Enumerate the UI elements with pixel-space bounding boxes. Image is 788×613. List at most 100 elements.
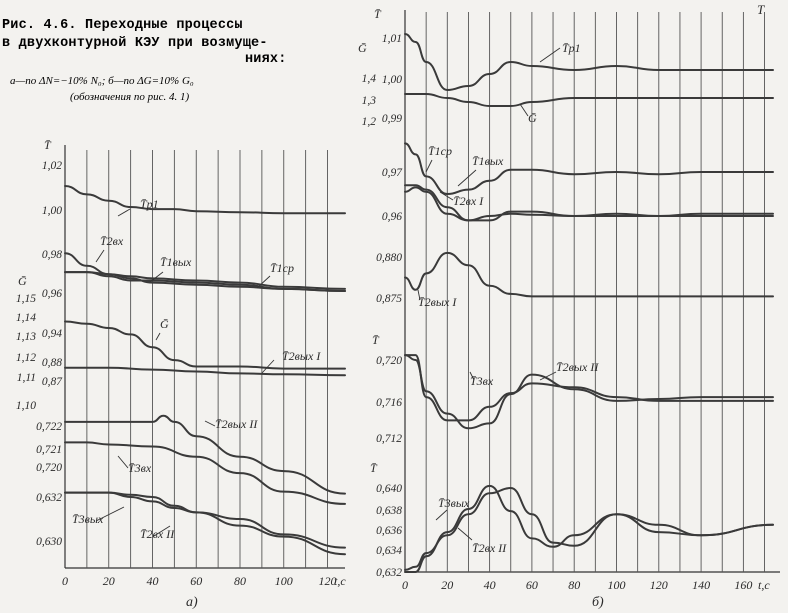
panel-b-y-tick: 0,712 bbox=[376, 433, 402, 445]
panel-a-leader bbox=[261, 359, 275, 374]
panel-a-leader bbox=[153, 525, 171, 537]
panel-a-label-t-2вых-ii: T̄2вых II bbox=[215, 417, 258, 431]
panel-a-x-tick: 60 bbox=[190, 574, 202, 588]
panel-a-leader bbox=[95, 249, 105, 263]
panel-b-g-tick: 1,4 bbox=[362, 73, 377, 85]
panel-b-g-tick: 1,3 bbox=[362, 95, 377, 107]
panel-b-leader bbox=[457, 527, 473, 541]
panel-b-x-tick: 80 bbox=[568, 578, 580, 592]
panel-b-leader bbox=[539, 371, 557, 381]
panel-b-label--: Ḡ bbox=[528, 111, 537, 125]
panel-b-leader bbox=[457, 169, 477, 187]
panel-b-y-tick: 0,640 bbox=[376, 483, 402, 495]
panel-a-g-tick: 1,14 bbox=[16, 312, 36, 324]
panel-a-y-tick: 1,00 bbox=[42, 205, 62, 217]
panel-b-x-tick: 40 bbox=[484, 578, 496, 592]
panel-b-x-tick: 60 bbox=[526, 578, 538, 592]
panel-b-label-t-1ср: T̄1ср bbox=[428, 144, 452, 158]
panel-a-label: а) bbox=[186, 595, 198, 610]
panel-b-leader bbox=[439, 191, 454, 201]
panel-b-y-tick: 0,638 bbox=[376, 505, 402, 517]
panel-a-series-t-3вх bbox=[64, 441, 346, 505]
panel-b-x-tick: 120 bbox=[650, 578, 668, 592]
panel-a-y-tick: 0,632 bbox=[36, 492, 62, 504]
panel-a-series-t-2вх-ii bbox=[64, 491, 346, 556]
panel-b-chart: 0 20 40 60 80 100 120 140 160 1,01 1,00 0,99 1,4 1,3 1… bbox=[358, 7, 780, 610]
panel-b-series-t-2вых-i bbox=[404, 251, 774, 298]
panel-b-y-tick: 0,875 bbox=[376, 293, 402, 305]
panel-a-x-tick: 120 bbox=[319, 574, 337, 588]
panel-b-leader bbox=[435, 509, 448, 521]
panel-b-leader bbox=[417, 289, 421, 301]
panel-a-leader bbox=[256, 275, 271, 289]
panel-b-label-t-р1: T̄р1 bbox=[562, 41, 581, 55]
panel-b-series-t-3вх bbox=[404, 354, 774, 422]
panel-b-series-t-2вых-ii bbox=[404, 354, 774, 430]
panel-b-series-t-2вх-i bbox=[404, 186, 774, 222]
panel-a-label-t-2вх: T̄2вх bbox=[100, 234, 124, 248]
panel-a-y-tick: 0,98 bbox=[42, 249, 62, 261]
panel-a-series-t-1ср bbox=[64, 271, 346, 290]
caption-line-2: в двухконтурной КЭУ при возмуще- bbox=[2, 36, 268, 51]
panel-b-label-t-2вых-i: T̄2вых I bbox=[418, 295, 457, 309]
panel-b-series-- bbox=[404, 93, 774, 107]
panel-a-xlabel: t,c bbox=[334, 574, 346, 588]
panel-b-series-t-р1 bbox=[404, 33, 774, 91]
panel-b-label-t-2вх-i: T̄2вх I bbox=[453, 194, 484, 208]
panel-a-series-t-2вых-ii bbox=[64, 414, 346, 495]
panel-b-x-tick: 140 bbox=[692, 578, 710, 592]
panel-a-series-t-р1 bbox=[64, 185, 346, 215]
panel-a-leader bbox=[117, 455, 129, 469]
panel-a-series-- bbox=[64, 320, 346, 370]
panel-a-x-tick: 20 bbox=[103, 574, 115, 588]
panel-a-g-tick: 1,15 bbox=[16, 293, 36, 305]
panel-a-g-tick: 1,12 bbox=[16, 352, 36, 364]
panel-b-label-t-3вых: T̄3вых bbox=[438, 496, 470, 510]
panel-b-y-tick: 0,97 bbox=[382, 167, 403, 179]
panel-b-x-tick: 20 bbox=[441, 578, 453, 592]
panel-b-leader bbox=[425, 159, 433, 173]
panel-a-g-tick: 1,13 bbox=[16, 331, 36, 343]
panel-a-y-tick: 0,722 bbox=[36, 421, 62, 433]
panel-b-x-tick: 160 bbox=[734, 578, 752, 592]
panel-a-label-t-1ср: T̄1ср bbox=[270, 261, 294, 275]
panel-b-leader bbox=[469, 371, 475, 381]
panel-a-g-tick: 1,10 bbox=[16, 400, 36, 412]
panel-a-x-tick: 80 bbox=[234, 574, 246, 588]
panel-a-leader bbox=[155, 332, 161, 341]
panel-a-label-t-3вых: T̄3вых bbox=[72, 512, 104, 526]
panel-a-label-t-р1: T̄р1 bbox=[140, 197, 159, 211]
panel-b-g-tick: 1,2 bbox=[362, 116, 377, 128]
panel-b-label-t-3вх: T̄3вх bbox=[470, 374, 494, 388]
panel-b-y-tick: 0,716 bbox=[376, 397, 402, 409]
panel-b-y-tick: 1,00 bbox=[382, 74, 402, 86]
panel-b-series-t-2вх-ii bbox=[404, 487, 774, 571]
panel-a-y-tick: 0,94 bbox=[42, 328, 62, 340]
panel-a-label--: Ḡ bbox=[160, 317, 169, 331]
panel-a-label-t-2вых-i: T̄2вых I bbox=[282, 349, 321, 363]
panel-a-leader bbox=[204, 420, 216, 427]
panel-a-label-t-3вх: T̄3вх bbox=[128, 461, 152, 475]
panel-a-series-t-2вых-i bbox=[64, 366, 346, 377]
panel-b-label-t-2вх-ii: T̄2вх II bbox=[472, 541, 507, 555]
panel-b-ylabel-t-1: T̄ bbox=[374, 7, 382, 21]
caption-line-5: (обозначения по рис. 4. 1) bbox=[70, 91, 189, 103]
caption-line-1: Рис. 4.6. Переходные процессы bbox=[2, 18, 243, 33]
panel-a-leader bbox=[149, 271, 164, 283]
panel-b-ylabel-g-1: Ḡ bbox=[358, 41, 367, 55]
panel-a-label-t-1вых: T̄1вых bbox=[160, 255, 192, 269]
panel-b-y-tick: 0,632 bbox=[376, 567, 402, 579]
panel-b-series-t-1ср bbox=[404, 142, 774, 195]
panel-b-leader bbox=[539, 47, 561, 63]
panel-a-leader bbox=[95, 506, 125, 522]
panel-b-label-t-1вых: T̄1вых bbox=[472, 154, 504, 168]
panel-a-y-tick: 0,87 bbox=[42, 376, 63, 388]
panel-a-ylabel-g: Ḡ bbox=[18, 274, 27, 288]
panel-b-x-tick: 100 bbox=[607, 578, 625, 592]
panel-a-y-tick: 0,96 bbox=[42, 288, 62, 300]
panel-a-x-tick: 0 bbox=[62, 574, 68, 588]
panel-b-y-tick: 0,720 bbox=[376, 355, 402, 367]
panel-a-chart: 0 20 40 60 80 100 120 1,02 1,00 0,98 0,96 0,94 0,88 0… bbox=[16, 138, 346, 610]
panel-b-ylabel-t-5: T̄ bbox=[370, 461, 378, 475]
panel-a-y-tick: 0,720 bbox=[36, 462, 62, 474]
